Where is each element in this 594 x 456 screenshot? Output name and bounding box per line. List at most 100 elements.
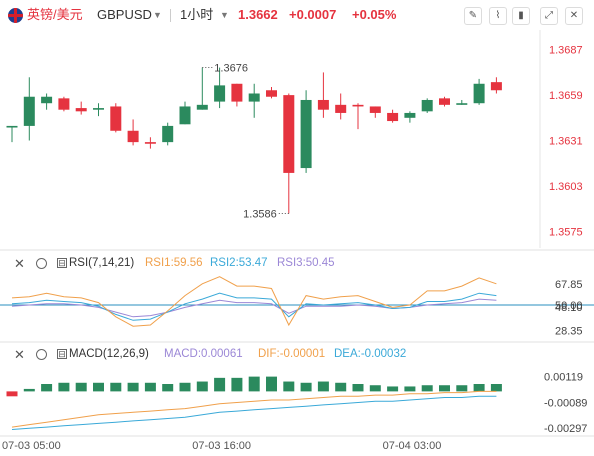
candle-body — [266, 90, 277, 97]
expand-icon[interactable]: ⤢ — [540, 7, 558, 25]
price-tick-label: 1.3631 — [549, 136, 583, 148]
dea-label: DEA:-0.00032 — [334, 348, 407, 360]
macd-histogram-bar — [144, 382, 156, 392]
candle-body — [300, 99, 312, 169]
candle-body — [231, 83, 243, 102]
macd-histogram-bar — [439, 385, 450, 392]
price-tick-label: 1.3603 — [549, 181, 583, 193]
candle-body — [41, 96, 53, 104]
macd-histogram-bar — [248, 376, 260, 392]
candle-body — [490, 82, 502, 91]
candle-body — [179, 106, 191, 125]
rsi1-line — [11, 276, 497, 327]
candle-body — [162, 125, 174, 143]
rsi-tick-label: 28.35 — [555, 326, 583, 338]
macd-histogram-bar — [58, 382, 70, 392]
macd-histogram-bar — [110, 382, 122, 392]
candle-body — [75, 108, 87, 112]
candle-body — [335, 104, 347, 113]
macd-histogram-bar — [231, 377, 243, 392]
line-chart-icon[interactable]: ⌇ — [489, 7, 507, 25]
macd-histogram-bar — [352, 384, 364, 392]
macd-histogram-bar — [369, 385, 381, 392]
macd-pane: 0.00119 -0.00089 -0.00297 — [6, 372, 587, 435]
macd-histogram-bar — [127, 382, 139, 392]
rsi-tick-label: 48.10 — [555, 302, 583, 314]
candle-body — [110, 106, 122, 131]
macd-histogram-bar — [456, 385, 468, 392]
macd-close-icon[interactable]: ✕ — [14, 347, 25, 362]
pencil-icon[interactable]: ✎ — [464, 7, 482, 25]
candle-body — [93, 108, 104, 110]
current-price: 1.3662 — [238, 7, 278, 22]
macd-settings-gear-icon[interactable] — [36, 349, 47, 360]
price-change-pct: +0.05% — [352, 7, 397, 22]
candle-body — [6, 125, 18, 128]
candle-body — [404, 112, 416, 118]
dea-line — [11, 395, 497, 430]
rsi1-label: RSI1:59.56 — [145, 257, 203, 269]
interval-dropdown-icon[interactable]: ▼ — [220, 10, 229, 20]
macd-histogram-bar — [490, 384, 502, 392]
interval-label[interactable]: 1小时 — [180, 7, 214, 22]
candle-body — [352, 104, 364, 107]
macd-collapse-icon[interactable]: ⊟ — [57, 349, 67, 359]
macd-tick-label: -0.00297 — [544, 423, 587, 435]
chart-header: 英镑/美元 GBPUSD ▼ 1小时 ▼ 1.3662 +0.0007 +0.0… — [0, 0, 594, 30]
macd-histogram-bar — [41, 384, 53, 392]
macd-tick-label: 0.00119 — [544, 372, 583, 384]
rsi-title: RSI(7,14,21) — [69, 257, 135, 269]
rsi-tick-label: 67.85 — [555, 279, 583, 291]
macd-tick-label: -0.00089 — [544, 397, 587, 409]
candle-body — [283, 95, 295, 173]
time-tick-label: 07-03 16:00 — [192, 440, 251, 452]
pair-name[interactable]: 英镑/美元 — [27, 7, 83, 22]
candle-body — [214, 85, 226, 102]
candle-body — [439, 98, 450, 105]
price-tick-label: 1.3659 — [549, 90, 583, 102]
close-icon[interactable]: ✕ — [565, 7, 583, 25]
macd-title: MACD(12,26,9) — [69, 348, 149, 360]
candle-body — [473, 83, 485, 104]
candle-body — [248, 93, 260, 102]
macd-histogram-bar — [473, 384, 485, 392]
candle-body — [23, 96, 35, 126]
macd-histogram-bar — [179, 382, 191, 392]
macd-histogram-bar — [335, 382, 347, 392]
macd-value-label: MACD:0.00061 — [164, 348, 243, 360]
rsi-close-icon[interactable]: ✕ — [14, 256, 25, 271]
header-divider — [170, 9, 171, 22]
price-tick-label: 1.3687 — [549, 45, 583, 57]
dif-line — [11, 390, 497, 428]
macd-histogram-bar — [93, 382, 104, 392]
symbol-label[interactable]: GBPUSD — [97, 7, 152, 22]
rsi2-line — [11, 292, 497, 321]
rsi3-line — [11, 298, 497, 318]
macd-histogram-bar — [23, 388, 35, 392]
time-tick-label: 07-03 05:00 — [2, 440, 61, 452]
dif-label: DIF:-0.00001 — [258, 348, 326, 360]
macd-histogram-bar — [6, 391, 18, 397]
candle-body — [456, 103, 468, 105]
macd-histogram-bar — [300, 382, 312, 392]
macd-histogram-bar — [404, 386, 416, 392]
macd-histogram-bar — [214, 377, 226, 392]
rsi3-label: RSI3:50.45 — [277, 257, 335, 269]
uk-flag-icon — [8, 8, 23, 23]
low-marker-label: 1.3586 — [243, 208, 277, 220]
candles-icon[interactable]: ▮ — [512, 7, 530, 25]
symbol-dropdown-icon[interactable]: ▼ — [153, 10, 162, 20]
time-axis: 07-03 05:00 07-03 16:00 07-04 03:00 — [2, 440, 441, 452]
price-change: +0.0007 — [289, 7, 337, 22]
rsi-collapse-icon[interactable]: ⊟ — [57, 258, 67, 268]
candle-body — [127, 130, 139, 143]
rsi-settings-gear-icon[interactable] — [36, 258, 47, 269]
time-tick-label: 07-04 03:00 — [383, 440, 442, 452]
macd-histogram-bar — [317, 381, 329, 392]
candle-body — [58, 98, 70, 110]
rsi2-label: RSI2:53.47 — [210, 257, 268, 269]
high-marker-label: 1.3676 — [214, 63, 248, 75]
rsi-tick-label: 50.00 — [555, 300, 583, 312]
